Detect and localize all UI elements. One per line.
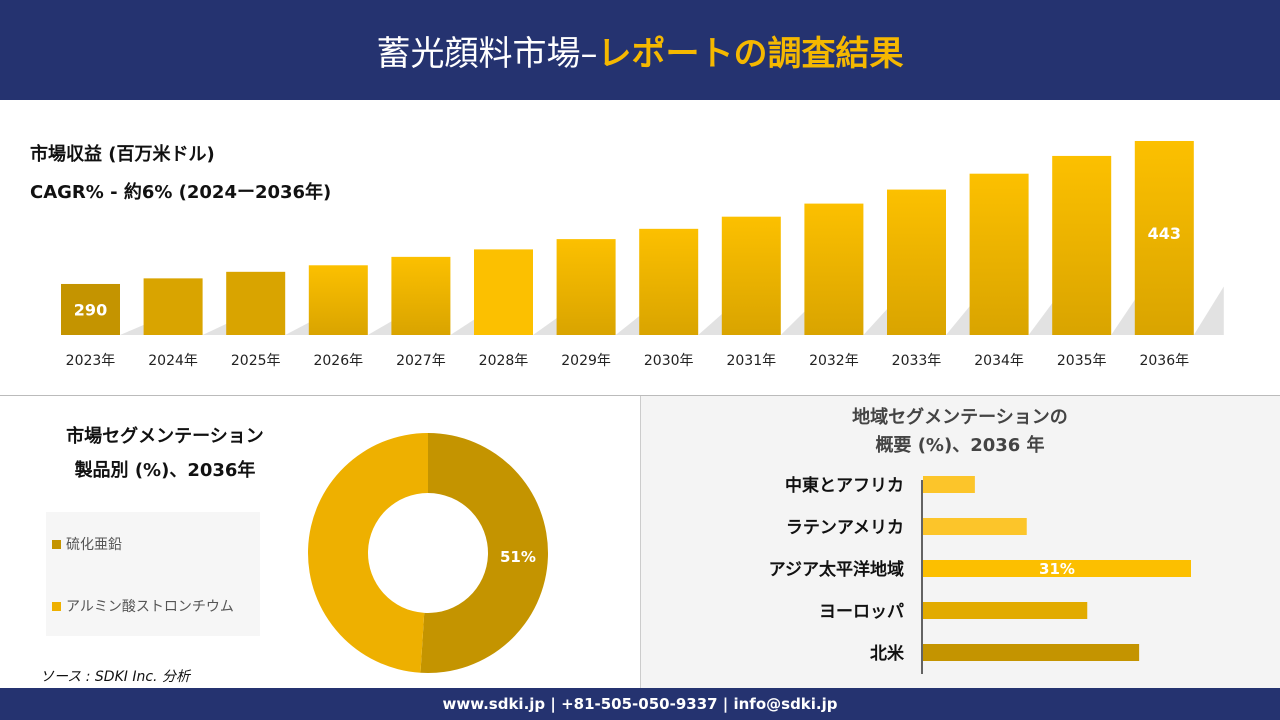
header-banner: 蓄光顔料市場– レポートの調査結果: [0, 0, 1280, 100]
donut-slice: [420, 433, 549, 673]
footer-contact: www.sdki.jp | +81-505-050-9337 | info@sd…: [0, 688, 1280, 720]
x-tick-label: 2026年: [313, 353, 363, 369]
bar: [391, 256, 451, 335]
bar: [923, 518, 1027, 535]
legend-label: 硫化亜鉛: [66, 537, 122, 553]
regional-title-line1: 地域セグメンテーションの: [852, 407, 1068, 428]
x-tick-label: 2035年: [1057, 353, 1107, 369]
title-main: 蓄光顔料市場–: [376, 33, 598, 74]
bar: [61, 283, 120, 335]
bar: [143, 278, 203, 335]
x-tick-label: 2031年: [726, 353, 776, 369]
x-tick-label: 2034年: [974, 353, 1024, 369]
legend-item: 硫化亜鉛: [52, 534, 122, 554]
title-accent: レポートの調査結果: [597, 33, 904, 74]
bar: [969, 173, 1029, 335]
x-tick-label: 2024年: [148, 353, 198, 369]
bar: [639, 228, 699, 335]
x-tick-label: 2028年: [479, 353, 529, 369]
data-label: 290: [74, 300, 107, 319]
product-segment-title: 市場セグメンテーション 製品別 (%)、2036年: [30, 420, 300, 488]
x-tick-label: 2025年: [231, 353, 281, 369]
bar: [923, 560, 1191, 577]
bar: [226, 271, 286, 335]
legend-label: アルミン酸ストロンチウム: [66, 599, 234, 615]
category-label: 中東とアフリカ: [785, 475, 904, 496]
x-tick-label: 2030年: [644, 353, 694, 369]
data-label: 443: [1148, 224, 1181, 243]
category-label: アジア太平洋地域: [769, 559, 904, 580]
x-tick-label: 2036年: [1139, 353, 1189, 369]
bar-shadow: [450, 315, 481, 335]
bar: [887, 189, 946, 335]
bar-shadow: [533, 313, 563, 335]
category-label: 北米: [870, 643, 905, 664]
bar: [308, 265, 368, 335]
category-label: ラテンアメリカ: [786, 518, 904, 538]
x-tick-label: 2027年: [396, 353, 446, 369]
bar-shadow: [1111, 290, 1142, 335]
x-tick-label: 2023年: [66, 353, 116, 369]
bar-shadow: [946, 298, 976, 335]
bar: [1134, 140, 1194, 335]
bar: [923, 476, 975, 493]
bar: [923, 602, 1088, 619]
bar: [804, 203, 864, 335]
donut-slice: [308, 433, 428, 673]
legend-item: アルミン酸ストロンチウム: [52, 596, 234, 616]
bar-shadow: [615, 311, 646, 335]
revenue-bar-chart: 2023年 290 2024年 2025年 2026年 2027年 2028年 2029年 20…: [61, 140, 1224, 369]
x-tick-label: 2033年: [892, 353, 942, 369]
bar: [923, 644, 1140, 661]
regional-title: 地域セグメンテーションの 概要 (%)、2036 年: [640, 404, 1280, 460]
bar: [556, 239, 616, 335]
revenue-chart-subtitle: CAGR% - 約6% (2024ー2036年): [30, 182, 332, 203]
bar-shadow: [1193, 286, 1224, 335]
product-title-line1: 市場セグメンテーション: [66, 426, 264, 447]
x-tick-label: 2029年: [561, 353, 611, 369]
product-donut-chart: 51%: [308, 433, 549, 673]
source-note: ソース : SDKI Inc. 分析: [40, 669, 190, 685]
bar-shadow: [120, 322, 150, 335]
bar-shadow: [863, 302, 894, 335]
bar: [1052, 155, 1112, 335]
x-tick-label: 2032年: [809, 353, 859, 369]
product-title-line2: 製品別 (%)、2036年: [74, 460, 256, 481]
slice-label: 51%: [500, 548, 536, 566]
category-label: ヨーロッパ: [819, 602, 904, 622]
data-label: 31%: [1039, 560, 1075, 578]
regional-title-line2: 概要 (%)、2036 年: [875, 435, 1045, 456]
divider: [0, 395, 1280, 396]
legend-swatch: [52, 601, 61, 611]
bar: [474, 249, 533, 335]
revenue-chart-title: 市場収益 (百万米ドル): [30, 144, 215, 165]
legend-swatch: [52, 539, 61, 549]
donut-legend: 硫化亜鉛 アルミン酸ストロンチウム: [46, 512, 260, 636]
bar: [721, 216, 781, 335]
regional-panel: [640, 396, 1280, 688]
